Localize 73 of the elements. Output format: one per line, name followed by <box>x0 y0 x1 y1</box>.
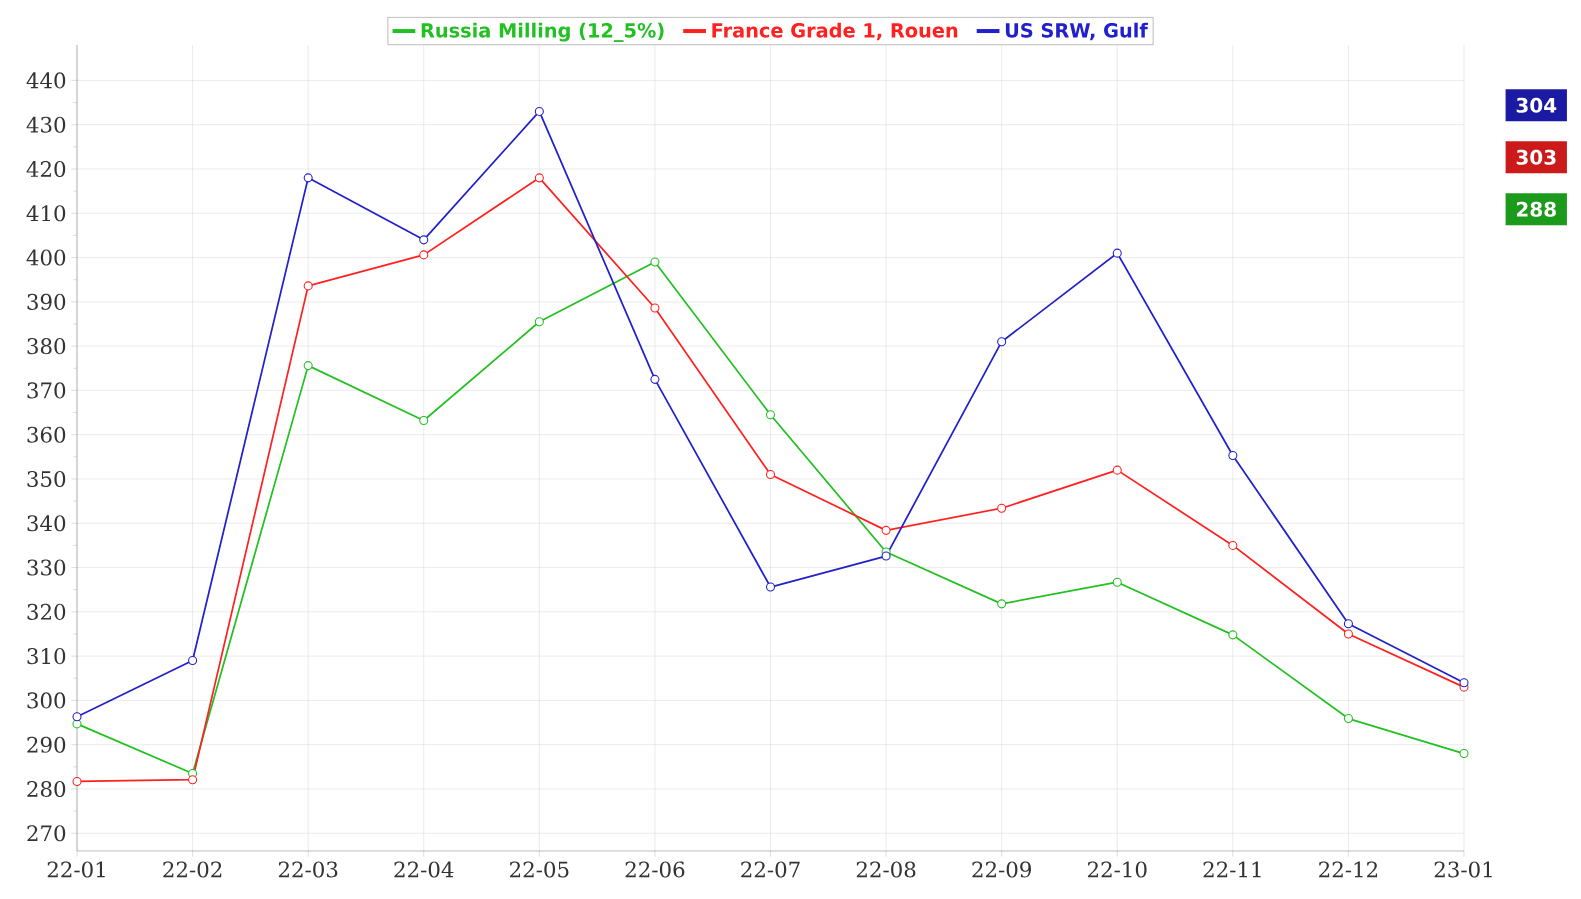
y-tick-label: 360 <box>27 426 66 443</box>
point <box>997 337 1007 347</box>
point <box>1112 577 1122 587</box>
legend-label: US SRW, Gulf <box>1005 22 1148 41</box>
point <box>419 235 429 245</box>
x-tick-label: 22-07 <box>741 861 800 878</box>
point <box>72 719 82 729</box>
point <box>1343 629 1353 639</box>
text: 304 <box>1516 97 1557 113</box>
point <box>72 776 82 786</box>
point <box>1228 630 1238 640</box>
legend-label: France Grade 1, Rouen <box>712 22 958 41</box>
x-tick-label: 22-01 <box>47 861 105 878</box>
y-tick-label: 310 <box>27 648 66 665</box>
y-tick-label: 270 <box>27 825 66 842</box>
point <box>1343 714 1353 724</box>
text: 303 <box>1516 149 1556 165</box>
point <box>72 712 82 722</box>
point <box>188 775 198 785</box>
y-tick-label: 300 <box>27 692 66 709</box>
legend-label: Russia Milling (12_5%) <box>421 22 664 42</box>
y-tick-label: 430 <box>26 116 66 133</box>
point <box>303 281 313 291</box>
point <box>881 551 891 561</box>
point <box>650 303 660 313</box>
point <box>650 257 660 267</box>
x-tick-label: 22-04 <box>394 861 454 878</box>
point <box>765 410 776 420</box>
y-tick-label: 420 <box>26 160 66 178</box>
x-tick-label: 22-05 <box>510 861 569 878</box>
y-tick-label: 390 <box>27 293 66 310</box>
y-tick-label: 340 <box>27 515 66 532</box>
x-tick-label: 22-03 <box>278 861 338 878</box>
point <box>303 173 313 183</box>
point <box>419 250 429 260</box>
x-tick-label: 22-09 <box>972 861 1031 878</box>
point <box>1112 248 1122 258</box>
x-tick-label: 22-10 <box>1087 861 1147 878</box>
x-tick-label: 22-08 <box>856 861 916 878</box>
point <box>188 656 198 666</box>
point <box>1228 540 1238 550</box>
point <box>1228 450 1238 461</box>
point <box>1112 465 1122 475</box>
x-tick-label: 22-12 <box>1319 861 1378 878</box>
y-tick-label: 350 <box>27 470 66 488</box>
point <box>650 374 660 384</box>
point <box>534 173 544 183</box>
point <box>997 503 1007 513</box>
y-tick-label: 410 <box>26 205 66 222</box>
text: 288 <box>1516 201 1556 217</box>
y-tick-label: 290 <box>27 736 66 753</box>
point <box>419 415 429 426</box>
y-tick-label: 400 <box>26 249 66 266</box>
point <box>534 317 544 327</box>
point <box>997 599 1007 609</box>
point <box>1459 749 1469 759</box>
x-tick-label: 22-11 <box>1203 861 1261 878</box>
x-tick-label: 22-06 <box>625 861 685 878</box>
point <box>534 106 544 116</box>
point <box>1459 678 1469 688</box>
x-tick-label: 23-01 <box>1434 861 1492 878</box>
point <box>765 470 776 480</box>
y-tick-label: 440 <box>26 72 66 89</box>
y-tick-label: 380 <box>27 338 66 355</box>
y-tick-label: 320 <box>27 603 66 620</box>
point <box>303 361 313 371</box>
y-tick-label: 280 <box>27 780 66 798</box>
point <box>881 525 891 535</box>
y-tick-label: 370 <box>27 382 66 399</box>
x-tick-label: 22-02 <box>163 861 222 878</box>
point <box>1343 619 1353 629</box>
point <box>765 582 776 592</box>
y-tick-label: 330 <box>27 559 66 576</box>
